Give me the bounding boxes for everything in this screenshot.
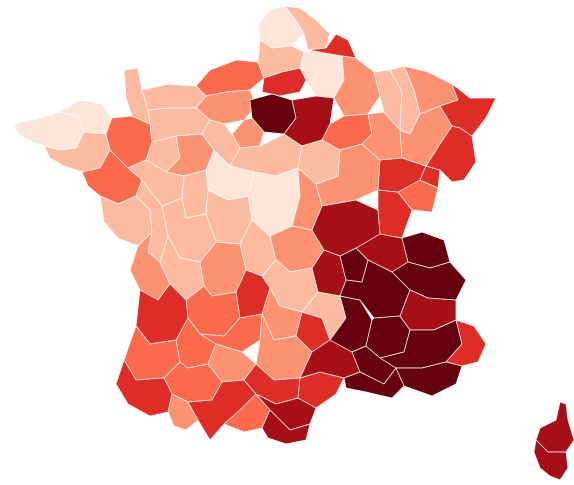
region-oise [261, 67, 307, 97]
region-haute-corse [535, 401, 574, 453]
region-pyrenees-orientales [261, 409, 311, 445]
region-corse-du-sud [533, 439, 569, 481]
corsica [533, 401, 574, 481]
region-finistere [13, 111, 85, 151]
region-indre-et-loire [181, 169, 209, 219]
region-var [395, 361, 463, 397]
region-haut-rhin [425, 125, 477, 183]
region-seine-maritime [195, 59, 265, 97]
region-alpes-maritimes [445, 319, 487, 367]
region-calvados [141, 83, 207, 111]
mainland-france [13, 5, 497, 445]
